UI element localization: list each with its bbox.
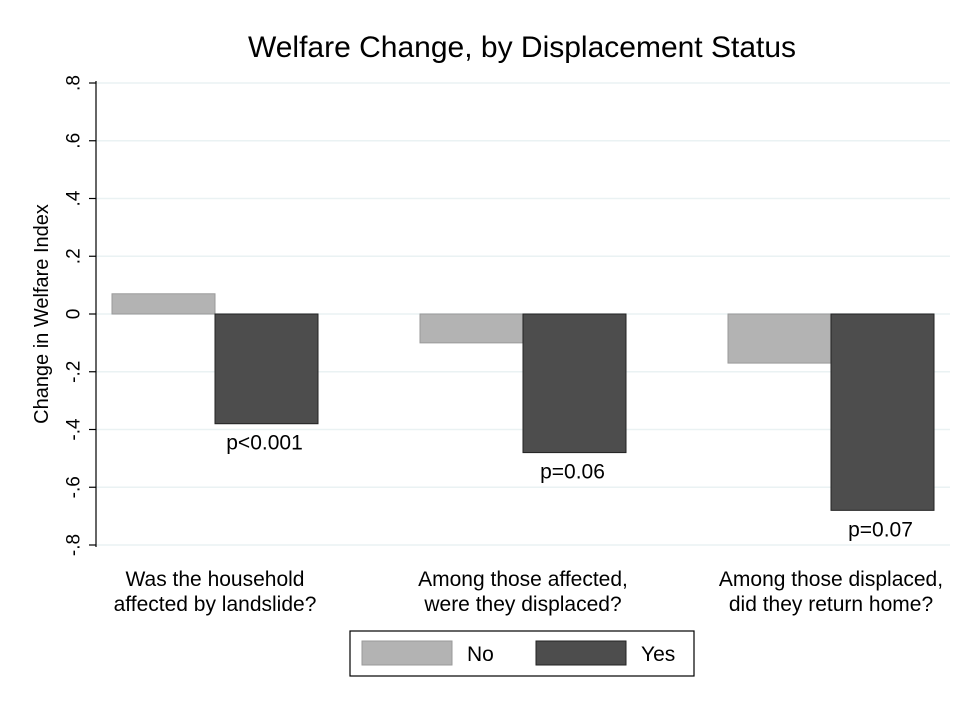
p-value-annotation: p=0.07: [848, 518, 913, 541]
bar-no: [111, 293, 216, 315]
p-value-annotation: p=0.06: [540, 461, 605, 484]
y-tick-label: .8: [64, 75, 85, 91]
category-label: did they return home?: [729, 593, 933, 616]
legend-label-no: No: [467, 643, 494, 666]
category-label: affected by landslide?: [114, 593, 317, 616]
annotations: p<0.001 p=0.06 p=0.07: [226, 432, 913, 542]
category-label: Among those displaced,: [719, 568, 943, 591]
y-ticks: .8 .6 .4 .2 0 -.2 -.4 -.6 -.8: [64, 75, 96, 556]
legend-swatch-yes: [535, 640, 627, 666]
category-label: Among those affected,: [418, 568, 628, 591]
category-label: were they displaced?: [423, 593, 621, 616]
y-tick-label: .6: [64, 133, 85, 149]
legend-label-yes: Yes: [641, 643, 675, 666]
bar-yes: [522, 313, 627, 454]
category-label: Was the household: [125, 568, 304, 591]
y-tick-label: .2: [64, 248, 85, 264]
y-tick-label: -.8: [64, 534, 85, 556]
y-tick-label: -.2: [64, 361, 85, 383]
chart-title: Welfare Change, by Displacement Status: [248, 31, 796, 64]
y-tick-label: 0: [64, 309, 85, 320]
legend: No Yes: [349, 630, 695, 677]
y-axis-label: Change in Welfare Index: [31, 204, 53, 424]
y-tick-label: -.4: [64, 418, 85, 441]
y-tick-label: -.6: [64, 476, 85, 498]
bar-yes: [214, 313, 319, 425]
bar-no: [419, 313, 524, 344]
y-tick-label: .4: [64, 190, 85, 206]
bars: [111, 293, 935, 511]
legend-swatch-no: [361, 640, 453, 666]
bar-no: [727, 313, 832, 364]
bar-yes: [830, 313, 935, 511]
p-value-annotation: p<0.001: [226, 432, 303, 455]
